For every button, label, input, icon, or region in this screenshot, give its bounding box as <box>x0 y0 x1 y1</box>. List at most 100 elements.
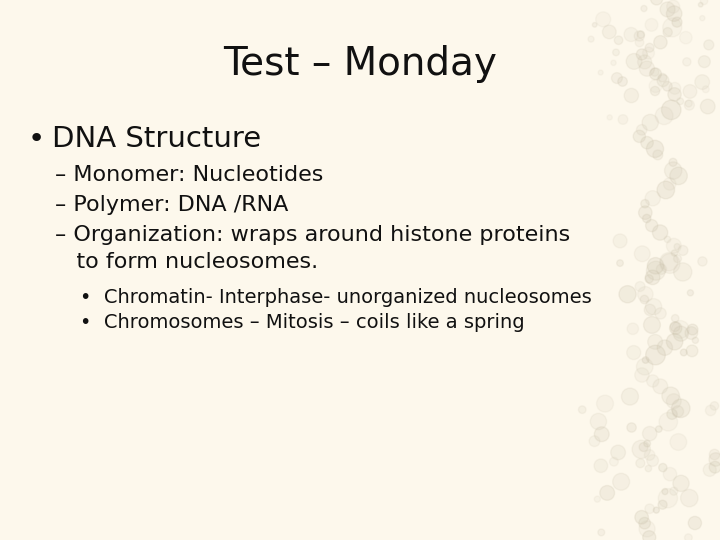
Circle shape <box>639 206 652 219</box>
Circle shape <box>636 125 647 135</box>
Circle shape <box>655 426 662 433</box>
Circle shape <box>673 475 689 491</box>
Circle shape <box>637 31 644 38</box>
Circle shape <box>614 36 623 44</box>
Circle shape <box>641 137 653 149</box>
Circle shape <box>653 150 663 160</box>
Text: •  Chromatin- Interphase- unorganized nucleosomes: • Chromatin- Interphase- unorganized nuc… <box>80 288 592 307</box>
Circle shape <box>683 85 697 98</box>
Circle shape <box>589 436 600 447</box>
Circle shape <box>698 56 710 68</box>
Circle shape <box>635 368 649 382</box>
Circle shape <box>678 246 688 255</box>
Circle shape <box>680 349 687 356</box>
Circle shape <box>645 465 652 472</box>
Circle shape <box>642 427 657 441</box>
Text: DNA Structure: DNA Structure <box>52 125 261 153</box>
Circle shape <box>669 83 680 94</box>
Circle shape <box>621 388 639 405</box>
Circle shape <box>667 238 681 253</box>
Circle shape <box>642 47 654 59</box>
Circle shape <box>643 531 656 540</box>
Circle shape <box>669 158 677 166</box>
Circle shape <box>685 100 692 107</box>
Circle shape <box>639 443 648 451</box>
Circle shape <box>645 270 660 285</box>
Text: – Polymer: DNA /RNA: – Polymer: DNA /RNA <box>55 195 289 215</box>
Circle shape <box>647 258 664 274</box>
Circle shape <box>594 427 609 442</box>
Circle shape <box>670 487 678 495</box>
Circle shape <box>627 323 639 334</box>
Circle shape <box>644 440 651 447</box>
Circle shape <box>664 236 670 242</box>
Circle shape <box>633 130 645 143</box>
Text: •: • <box>28 125 45 153</box>
Circle shape <box>693 337 698 343</box>
Circle shape <box>636 458 645 468</box>
Circle shape <box>648 334 662 349</box>
Circle shape <box>683 58 691 66</box>
Circle shape <box>617 260 624 266</box>
Circle shape <box>595 12 611 27</box>
Circle shape <box>667 0 680 13</box>
Circle shape <box>672 321 689 338</box>
Circle shape <box>688 516 701 530</box>
Circle shape <box>685 327 698 339</box>
Circle shape <box>665 162 682 179</box>
Text: – Monomer: Nucleotides: – Monomer: Nucleotides <box>55 165 323 185</box>
Circle shape <box>641 5 647 11</box>
Circle shape <box>610 457 618 466</box>
Circle shape <box>603 25 616 39</box>
Circle shape <box>639 517 650 529</box>
Circle shape <box>588 36 594 42</box>
Circle shape <box>659 463 667 472</box>
Circle shape <box>645 43 654 52</box>
Circle shape <box>650 86 660 96</box>
Circle shape <box>662 18 682 37</box>
Circle shape <box>638 55 652 69</box>
Circle shape <box>597 395 613 412</box>
Circle shape <box>611 73 622 84</box>
Circle shape <box>658 73 667 82</box>
Circle shape <box>672 406 683 417</box>
Circle shape <box>651 68 659 76</box>
Circle shape <box>645 191 660 206</box>
Circle shape <box>647 375 659 387</box>
Circle shape <box>593 23 597 27</box>
Circle shape <box>618 77 627 86</box>
Circle shape <box>685 534 692 540</box>
Circle shape <box>698 257 707 266</box>
Circle shape <box>670 322 680 332</box>
Circle shape <box>655 107 673 125</box>
Circle shape <box>613 49 619 56</box>
Circle shape <box>645 299 662 315</box>
Circle shape <box>703 463 716 476</box>
Circle shape <box>674 255 682 262</box>
Circle shape <box>667 334 683 350</box>
Circle shape <box>657 181 675 199</box>
Circle shape <box>688 290 693 296</box>
Circle shape <box>644 304 656 315</box>
Circle shape <box>653 379 667 394</box>
Circle shape <box>641 199 649 208</box>
Circle shape <box>667 394 681 409</box>
Circle shape <box>645 275 653 283</box>
Circle shape <box>624 89 639 103</box>
Circle shape <box>635 510 649 524</box>
Circle shape <box>710 402 719 410</box>
Circle shape <box>658 489 678 508</box>
Circle shape <box>647 140 664 158</box>
Circle shape <box>652 225 667 240</box>
Circle shape <box>660 253 680 273</box>
Text: to form nucleosomes.: to form nucleosomes. <box>55 252 318 272</box>
Circle shape <box>701 99 715 114</box>
Circle shape <box>686 345 698 357</box>
Circle shape <box>642 214 651 222</box>
Circle shape <box>607 115 612 120</box>
Circle shape <box>642 114 658 131</box>
Circle shape <box>654 36 667 49</box>
Circle shape <box>662 82 672 91</box>
Circle shape <box>663 28 672 37</box>
Circle shape <box>646 345 665 365</box>
